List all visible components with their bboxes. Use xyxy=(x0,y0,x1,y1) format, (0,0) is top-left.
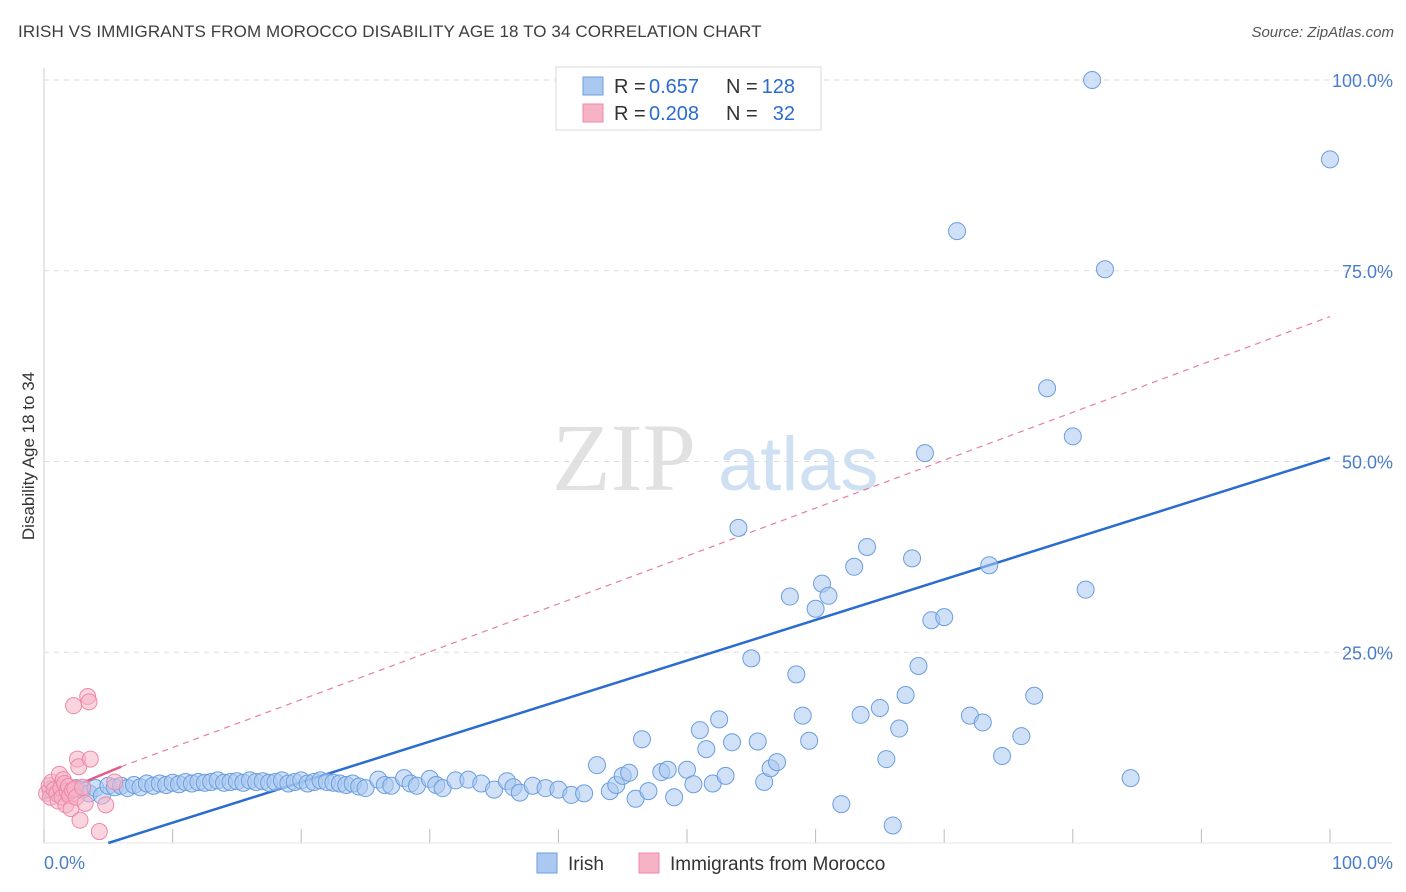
point-morocco xyxy=(90,823,108,841)
point-irish xyxy=(356,779,375,798)
bottom-legend-label-irish: Irish xyxy=(568,854,604,875)
chart-title: IRISH VS IMMIGRANTS FROM MOROCCO DISABIL… xyxy=(18,22,762,41)
point-irish xyxy=(665,788,684,807)
point-irish xyxy=(587,756,606,775)
point-irish xyxy=(1321,150,1339,169)
watermark-zip: ZIP xyxy=(552,404,696,511)
point-irish xyxy=(819,586,838,605)
point-irish xyxy=(723,733,742,752)
point-morocco xyxy=(80,693,98,711)
point-irish xyxy=(710,710,729,729)
point-irish xyxy=(909,656,928,675)
stats-legend: R = 0.657 N = 128 R = 0.208 N = 32 xyxy=(555,66,822,131)
point-irish xyxy=(485,780,504,799)
point-irish xyxy=(787,665,806,684)
point-irish xyxy=(806,599,825,618)
point-irish xyxy=(793,706,812,725)
point-irish xyxy=(780,587,799,606)
point-irish xyxy=(1038,379,1057,398)
bottom-legend-swatch-morocco xyxy=(638,852,660,874)
point-irish xyxy=(729,518,748,537)
point-irish xyxy=(890,719,909,738)
point-irish xyxy=(1063,427,1082,446)
point-irish xyxy=(948,222,967,241)
legend-swatch-irish xyxy=(582,76,604,96)
point-morocco xyxy=(76,794,94,812)
legend-morocco-r-value: 0.208 xyxy=(649,103,699,125)
axes: Disability Age 18 to 34 0.0% 100.0% xyxy=(19,372,1393,873)
watermark: ZIP atlas xyxy=(552,404,879,511)
point-irish xyxy=(768,753,787,772)
trend-line-morocco-extended xyxy=(120,315,1331,768)
legend-irish-r-value: 0.657 xyxy=(649,76,699,98)
point-morocco xyxy=(71,811,89,829)
point-irish xyxy=(870,698,889,717)
point-irish xyxy=(877,750,896,769)
point-irish xyxy=(915,444,934,463)
legend-irish-r-label: R = xyxy=(614,76,646,98)
point-irish xyxy=(1076,580,1095,599)
point-irish xyxy=(1025,686,1044,705)
y-tick-label: 50.0% xyxy=(1342,453,1393,473)
y-axis-title: Disability Age 18 to 34 xyxy=(19,372,38,540)
point-morocco xyxy=(97,796,115,814)
point-irish xyxy=(903,549,922,568)
point-irish xyxy=(684,775,703,794)
point-irish xyxy=(935,608,954,627)
point-irish xyxy=(620,763,639,782)
y-tick-label: 75.0% xyxy=(1342,262,1393,282)
legend-irish-n-label: N = xyxy=(726,76,758,98)
point-irish xyxy=(896,685,915,704)
point-irish xyxy=(748,732,767,751)
legend-irish-n-value: 128 xyxy=(762,76,795,98)
point-irish xyxy=(716,766,735,785)
point-morocco xyxy=(65,697,83,715)
point-irish xyxy=(845,557,864,576)
point-irish xyxy=(1012,727,1031,746)
point-irish xyxy=(800,731,819,750)
grid: 25.0% 50.0% 75.0% 100.0% xyxy=(43,68,1393,844)
point-irish xyxy=(639,782,658,801)
point-irish xyxy=(697,740,716,759)
bottom-legend-swatch-irish xyxy=(536,852,558,874)
point-irish xyxy=(973,713,992,732)
point-irish xyxy=(690,721,709,740)
chart-source: Source: ZipAtlas.com xyxy=(1251,24,1394,41)
point-irish xyxy=(851,705,870,724)
scatter-points xyxy=(38,71,1339,841)
x-tick-label-max: 100.0% xyxy=(1332,853,1393,873)
y-tick-label: 25.0% xyxy=(1342,643,1393,663)
point-irish xyxy=(1083,71,1102,89)
legend-morocco-n-label: N = xyxy=(726,103,758,125)
point-morocco xyxy=(106,773,124,791)
bottom-legend-label-morocco: Immigrants from Morocco xyxy=(670,854,885,875)
point-morocco xyxy=(81,750,99,768)
point-irish xyxy=(658,760,677,779)
point-irish xyxy=(1121,769,1140,788)
x-tick-label-min: 0.0% xyxy=(44,853,85,873)
y-tick-label: 100.0% xyxy=(1332,71,1393,91)
point-irish xyxy=(883,816,902,835)
point-irish xyxy=(832,795,851,814)
series-legend: Irish Immigrants from Morocco xyxy=(536,852,885,875)
point-irish xyxy=(575,784,594,803)
legend-swatch-morocco xyxy=(582,103,604,123)
legend-morocco-r-label: R = xyxy=(614,103,646,125)
point-irish xyxy=(632,730,651,749)
legend-morocco-n-value: 32 xyxy=(773,103,795,125)
point-irish xyxy=(980,556,999,575)
point-irish xyxy=(993,747,1012,766)
watermark-atlas: atlas xyxy=(718,422,879,507)
point-irish xyxy=(1095,260,1114,279)
point-irish xyxy=(858,537,877,556)
point-morocco xyxy=(74,778,92,796)
point-irish xyxy=(742,649,761,668)
